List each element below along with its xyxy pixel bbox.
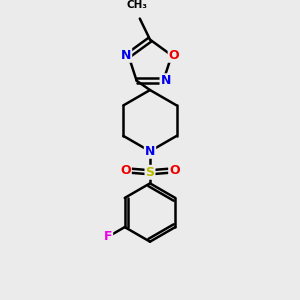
Text: N: N [160,74,171,87]
Text: N: N [121,49,131,62]
Text: F: F [104,230,112,243]
Text: CH₃: CH₃ [127,0,148,11]
Text: O: O [120,164,131,177]
Text: S: S [146,166,154,179]
Text: N: N [145,145,155,158]
Text: O: O [169,164,180,177]
Text: O: O [169,49,179,62]
